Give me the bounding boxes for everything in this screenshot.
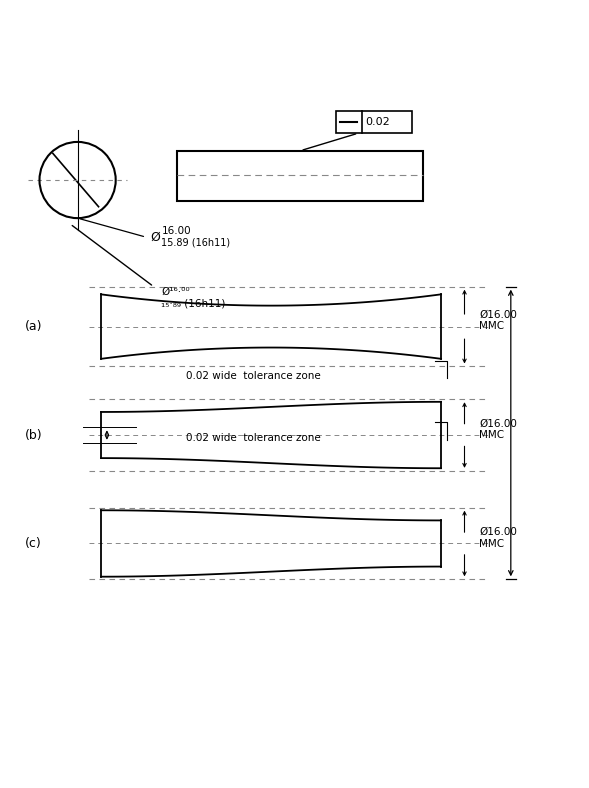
Text: Ø16.00
MMC: Ø16.00 MMC — [479, 418, 517, 440]
Text: Ø¹⁶·⁰⁰
₁₅·₈₉ (16h11): Ø¹⁶·⁰⁰ ₁₅·₈₉ (16h11) — [161, 287, 226, 308]
Text: (b): (b) — [25, 429, 42, 441]
Text: 0.02 wide  tolerance zone: 0.02 wide tolerance zone — [186, 371, 321, 381]
Text: 0.02 wide  tolerance zone: 0.02 wide tolerance zone — [186, 433, 321, 443]
Text: Ø: Ø — [150, 231, 160, 243]
Text: (c): (c) — [25, 537, 42, 550]
Text: Ø16.00
MMC: Ø16.00 MMC — [479, 527, 517, 548]
Bar — [336, 111, 412, 133]
Text: Ø16.00
MMC: Ø16.00 MMC — [479, 310, 517, 331]
Bar — [177, 151, 423, 201]
Text: (a): (a) — [25, 320, 42, 333]
Text: 15.89 (16h11): 15.89 (16h11) — [161, 238, 230, 248]
Text: 16.00: 16.00 — [161, 226, 191, 236]
Text: 0.02: 0.02 — [365, 117, 389, 127]
